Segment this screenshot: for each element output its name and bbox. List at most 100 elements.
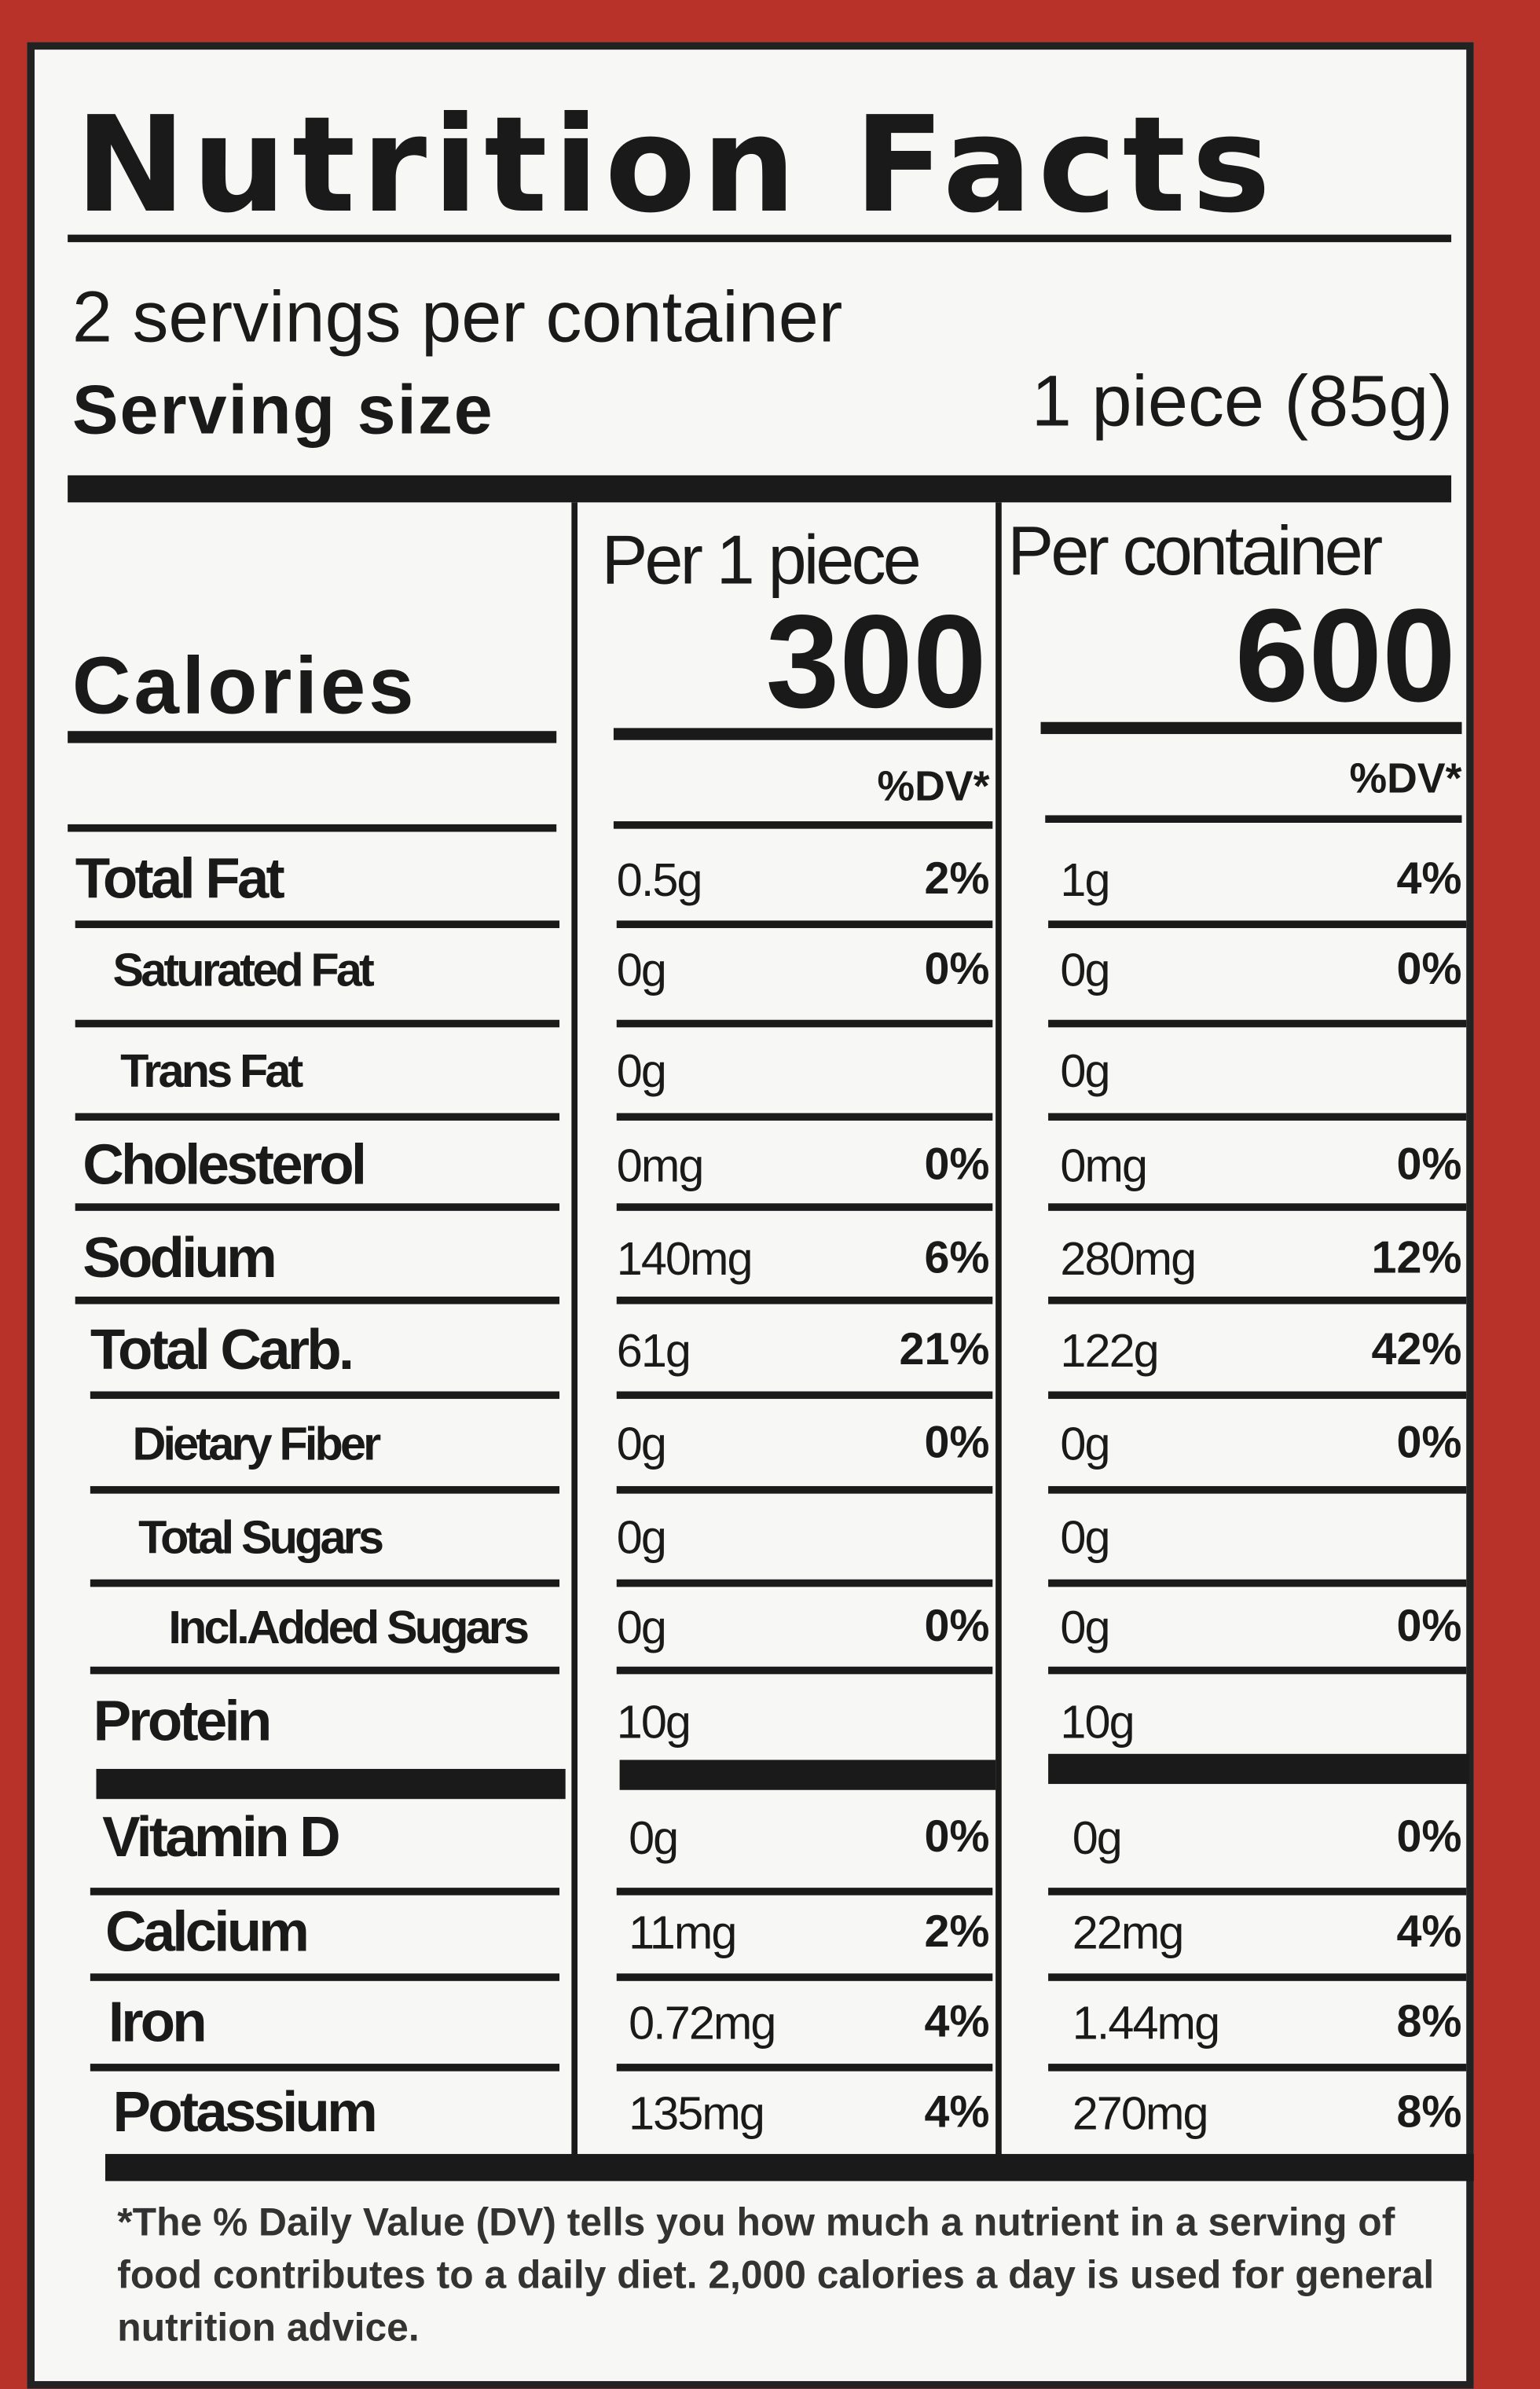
serving-size-label: Serving size (72, 369, 494, 449)
nutrient-name: Iron (108, 1991, 207, 2055)
amount: 22mg (1072, 1906, 1185, 1960)
rule (1045, 815, 1462, 823)
rule (75, 1113, 560, 1121)
rule (90, 1973, 560, 1981)
rule (1048, 1888, 1467, 1895)
amount: 270mg (1072, 2086, 1209, 2140)
daily-value: 8% (1396, 1997, 1462, 2048)
rule (1048, 1203, 1467, 1211)
rule (1048, 1973, 1467, 1981)
rule (616, 1888, 993, 1895)
rule (616, 1486, 993, 1494)
nutrient-name: Total Carb. (90, 1319, 354, 1383)
daily-value: 8% (1396, 2087, 1462, 2138)
daily-value: 4% (1396, 1907, 1462, 1958)
amount: 0g (1060, 1510, 1110, 1564)
daily-value: 0% (1396, 1602, 1462, 1652)
nutrient-name: Sodium (82, 1227, 277, 1291)
daily-value: 2% (924, 1907, 990, 1958)
daily-value: 0% (1396, 1812, 1462, 1862)
rule (68, 475, 1452, 503)
daily-value: 6% (924, 1233, 990, 1283)
nutrient-name: Vitamin D (102, 1806, 340, 1870)
rule (90, 1888, 560, 1895)
daily-value: 0% (924, 1418, 990, 1469)
rule (104, 2153, 1474, 2182)
amount: 0mg (1060, 1139, 1148, 1192)
amount: 0g (1060, 1601, 1110, 1654)
amount: 135mg (629, 2086, 765, 2140)
calories-label: Calories (72, 640, 417, 732)
rule (75, 1203, 560, 1211)
serving-size-value: 1 piece (85g) (1031, 362, 1453, 442)
rule (68, 234, 1452, 243)
rule (616, 1973, 993, 1981)
rule (616, 1203, 993, 1211)
rule (68, 824, 557, 832)
rule (616, 1391, 993, 1400)
rule (1040, 721, 1462, 735)
amount: 61g (616, 1324, 691, 1378)
rule (1048, 1666, 1467, 1675)
rule (616, 1579, 993, 1587)
amount: 0g (616, 1044, 667, 1098)
amount: 0g (616, 1418, 667, 1470)
amount: 0g (616, 944, 667, 997)
amount: 280mg (1060, 1232, 1197, 1286)
amount: 122g (1060, 1324, 1159, 1378)
rule (613, 728, 993, 740)
title: Nutrition Facts (75, 87, 1277, 243)
rule (616, 1113, 993, 1121)
rule (90, 1666, 560, 1675)
footnote: *The % Daily Value (DV) tells you how mu… (117, 2199, 1435, 2350)
rule (75, 1296, 560, 1305)
rule (90, 1391, 560, 1400)
rule (90, 2064, 560, 2072)
column-header: Per container (1007, 511, 1383, 590)
daily-value: 42% (1371, 1325, 1462, 1375)
column-divider (996, 502, 1002, 2157)
rule (90, 1486, 560, 1494)
calories-value: 300 (765, 586, 987, 736)
daily-value: 12% (1371, 1233, 1462, 1283)
rule (1048, 1019, 1467, 1028)
daily-value: 0% (1396, 1418, 1462, 1469)
amount: 0.72mg (629, 1996, 776, 2050)
amount: 0.5g (616, 853, 703, 907)
amount: 1g (1060, 853, 1110, 907)
amount: 0g (616, 1510, 667, 1564)
dv-header: %DV* (877, 762, 990, 809)
rule (90, 1579, 560, 1587)
daily-value: 0% (1396, 945, 1462, 995)
rule (1048, 1486, 1467, 1494)
daily-value: 0% (1396, 1139, 1462, 1191)
label-panel (27, 42, 1474, 2389)
amount: 0g (629, 1811, 679, 1865)
nutrient-name: Saturated Fat (112, 944, 375, 997)
daily-value: 4% (924, 2087, 990, 2138)
rule (75, 1019, 560, 1028)
amount: 0g (1060, 944, 1110, 997)
nutrient-name: Trans Fat (120, 1044, 303, 1098)
rule (616, 2064, 993, 2072)
rule (616, 920, 993, 928)
daily-value: 0% (924, 1139, 990, 1191)
rule (75, 920, 560, 928)
daily-value: 0% (924, 945, 990, 995)
amount: 0mg (616, 1139, 705, 1192)
amount: 0g (1072, 1811, 1123, 1865)
nutrient-name: Cholesterol (82, 1134, 367, 1198)
nutrient-name: Dietary Fiber (132, 1418, 381, 1470)
amount: 0g (1060, 1044, 1110, 1098)
daily-value: 4% (1396, 854, 1462, 905)
daily-value: 0% (924, 1602, 990, 1652)
rule (616, 1666, 993, 1675)
column-header: Per 1 piece (601, 520, 922, 599)
calories-value: 600 (1234, 580, 1456, 730)
rule (1048, 1579, 1467, 1587)
rule (1048, 1113, 1467, 1121)
rule (616, 1296, 993, 1305)
rule (619, 1760, 996, 1790)
nutrient-name: Total Sugars (138, 1510, 384, 1564)
nutrient-name: Total Fat (75, 848, 285, 912)
